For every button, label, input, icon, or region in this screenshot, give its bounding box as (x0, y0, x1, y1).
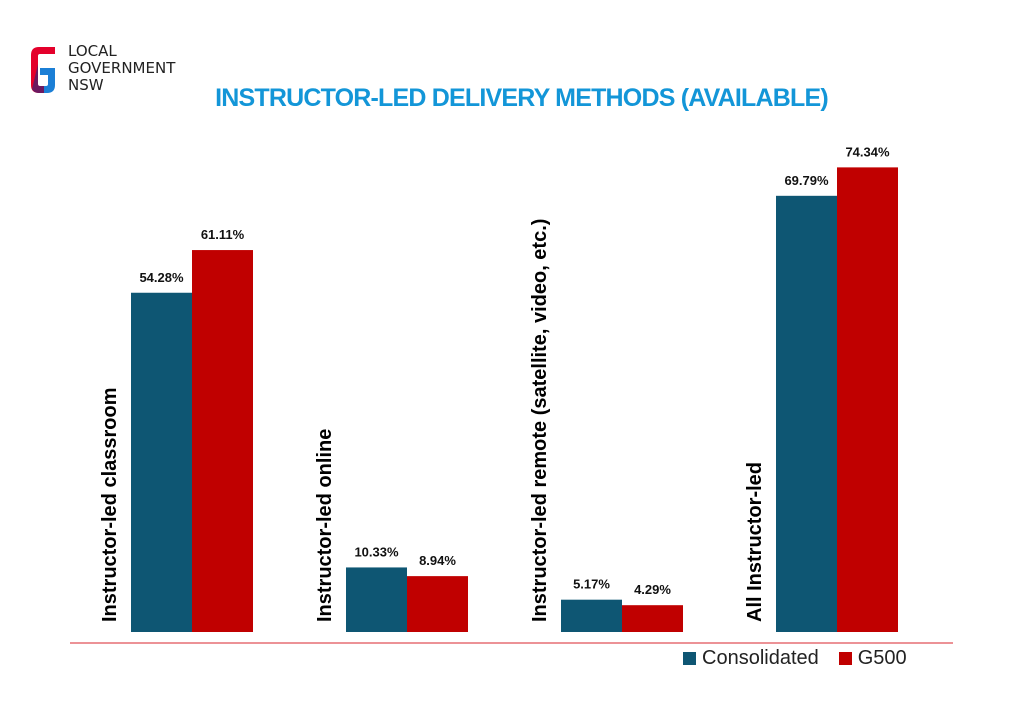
legend-label-consolidated: Consolidated (702, 647, 819, 669)
legend-item-consolidated[interactable]: Consolidated (683, 647, 819, 670)
logo: LOCAL GOVERNMENT NSW (28, 43, 175, 96)
data-label-consolidated-3: 69.79% (784, 173, 829, 188)
category-label-0: Instructor-led classroom (99, 387, 121, 622)
data-label-consolidated-1: 10.33% (354, 544, 399, 559)
category-label-1: Instructor-led online (314, 429, 336, 622)
logo-line-1: LOCAL (68, 42, 117, 60)
chart-title: INSTRUCTOR-LED DELIVERY METHODS (AVAILAB… (215, 84, 829, 112)
logo-line-2: GOVERNMENT (68, 59, 176, 77)
logo-line-3: NSW (68, 76, 104, 94)
data-label-g500-0: 61.11% (201, 227, 245, 242)
legend-swatch-g500 (838, 652, 852, 665)
category-label-3: All Instructor-led (744, 462, 766, 622)
bar-g500-2 (622, 605, 683, 632)
legend-label-g500: G500 (857, 647, 907, 669)
bar-consolidated-1 (346, 567, 407, 632)
data-label-consolidated-0: 54.28% (139, 270, 184, 285)
bar-g500-1 (407, 576, 468, 632)
bar-consolidated-3 (776, 195, 837, 632)
data-label-g500-1: 8.94% (419, 553, 456, 568)
legend-item-g500[interactable]: G500 (838, 647, 907, 670)
bar-g500-3 (837, 167, 898, 632)
legend: Consolidated G500 (683, 647, 927, 670)
category-label-2: Instructor-led remote (satellite, video,… (529, 219, 551, 622)
logo-wordmark: LOCAL GOVERNMENT NSW (68, 43, 175, 94)
data-label-g500-2: 4.29% (634, 582, 671, 597)
local-government-nsw-logo-mark (31, 47, 55, 93)
bar-consolidated-0 (131, 292, 192, 632)
legend-swatch-consolidated (683, 652, 696, 665)
bar-consolidated-2 (561, 599, 622, 632)
data-label-g500-3: 74.34% (845, 144, 890, 159)
bar-g500-0 (192, 250, 253, 632)
data-label-consolidated-2: 5.17% (573, 577, 610, 592)
